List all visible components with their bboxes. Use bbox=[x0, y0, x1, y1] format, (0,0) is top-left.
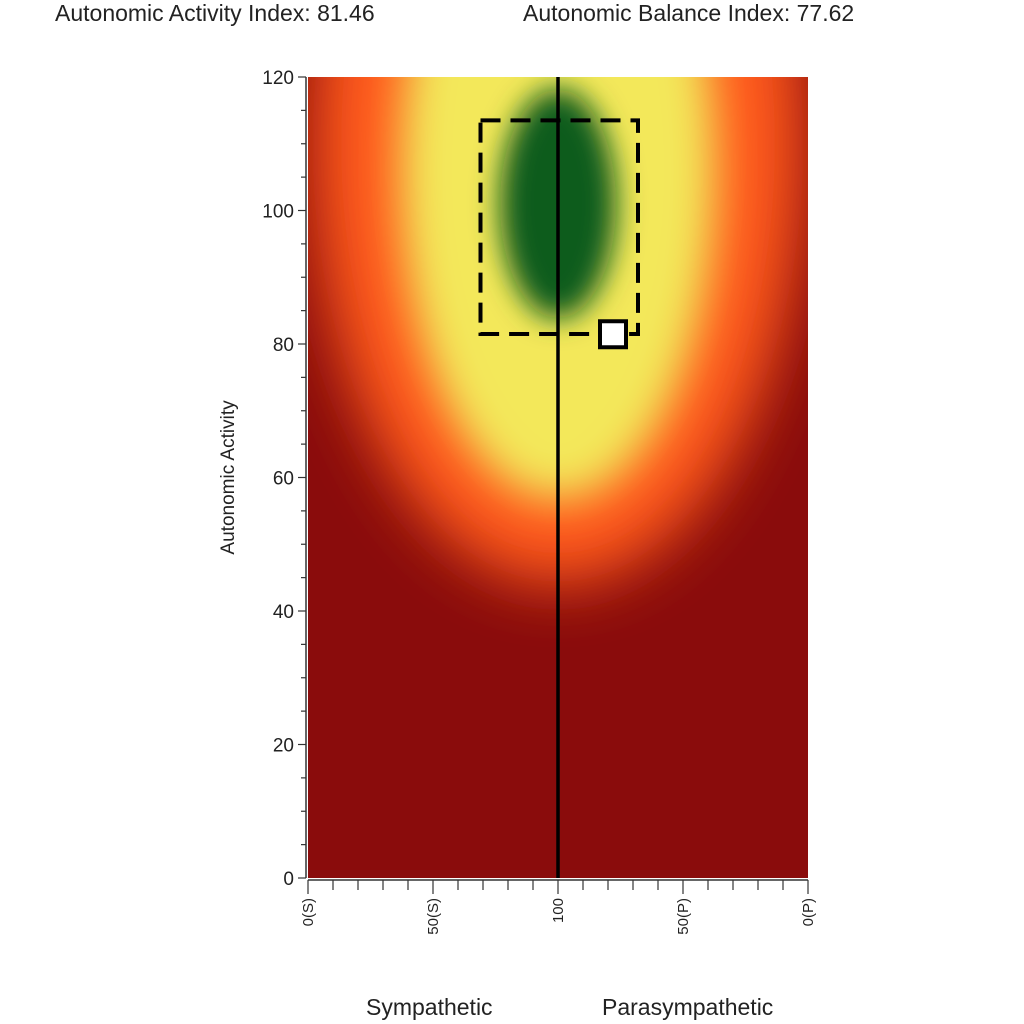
y-tick-label: 120 bbox=[262, 68, 294, 89]
y-tick-label: 40 bbox=[273, 602, 294, 623]
x-tick-label: 0(S) bbox=[300, 898, 317, 926]
x-tick-label: 50(S) bbox=[425, 898, 442, 935]
y-axis-title: Autonomic Activity bbox=[218, 400, 239, 555]
chart-axes: 0 20 40 60 80 100 120 Autonomic Activity 0(S) 50(… bbox=[218, 68, 817, 935]
current-value-marker bbox=[598, 319, 628, 350]
chart-overlay bbox=[478, 77, 640, 878]
y-tick-label: 60 bbox=[273, 469, 294, 490]
x-tick-label: 100 bbox=[550, 898, 567, 923]
y-tick-label: 0 bbox=[283, 869, 294, 890]
target-zone-box bbox=[478, 118, 640, 336]
x-tick-label: 50(P) bbox=[675, 898, 692, 935]
autonomic-activity-index: Autonomic Activity Index: 81.46 bbox=[55, 0, 375, 26]
parasympathetic-label: Parasympathetic bbox=[602, 994, 774, 1020]
sympathetic-label: Sympathetic bbox=[366, 994, 493, 1020]
y-tick-label: 80 bbox=[273, 335, 294, 356]
y-tick-label: 20 bbox=[273, 736, 294, 757]
autonomic-balance-index: Autonomic Balance Index: 77.62 bbox=[523, 0, 855, 26]
y-tick-label: 100 bbox=[262, 202, 294, 223]
x-tick-label: 0(P) bbox=[800, 898, 817, 926]
